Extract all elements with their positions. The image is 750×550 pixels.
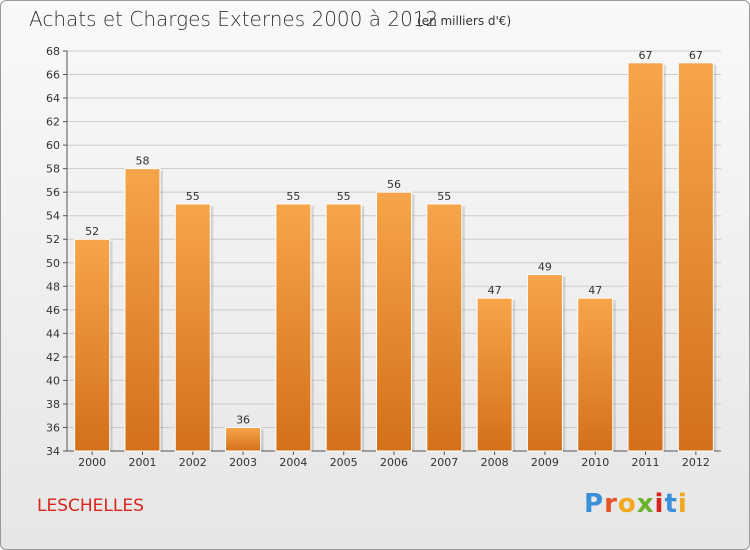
bar: [677, 62, 714, 452]
data-label: 67: [689, 49, 703, 62]
data-label: 49: [538, 261, 552, 274]
data-label: 67: [639, 49, 653, 62]
data-label: 58: [135, 155, 149, 168]
logo-letter: P: [584, 489, 605, 519]
x-tick-label: 2004: [279, 456, 307, 469]
y-tick-label: 54: [46, 210, 60, 223]
bars: [74, 62, 717, 452]
logo-letter: t: [664, 489, 678, 519]
y-tick-label: 58: [46, 163, 60, 176]
x-tick-label: 2010: [581, 456, 609, 469]
bar: [426, 203, 463, 452]
bar: [74, 238, 111, 452]
y-tick-label: 44: [46, 327, 60, 340]
bar: [124, 168, 161, 452]
x-tick-label: 2000: [78, 456, 106, 469]
data-label: 55: [186, 190, 200, 203]
logo-letter: o: [617, 489, 637, 519]
bar: [476, 297, 513, 452]
x-tick-label: 2008: [481, 456, 509, 469]
x-tick-label: 2007: [430, 456, 458, 469]
x-tick-label: 2003: [229, 456, 257, 469]
logo-letter: i: [677, 489, 688, 519]
y-tick-label: 34: [46, 445, 60, 458]
bar: [577, 297, 614, 452]
logo-letter: r: [604, 489, 618, 519]
bar: [627, 62, 664, 452]
bar: [174, 203, 211, 452]
chart-title: Achats et Charges Externes 2000 à 2012: [29, 7, 439, 31]
data-label: 47: [588, 284, 602, 297]
y-tick-label: 46: [46, 304, 60, 317]
x-tick-label: 2006: [380, 456, 408, 469]
bar: [325, 203, 362, 452]
x-tick-label: 2002: [179, 456, 207, 469]
data-label: 52: [85, 225, 99, 238]
bar: [526, 274, 563, 452]
data-label: 36: [236, 413, 250, 426]
x-tick-label: 2001: [128, 456, 156, 469]
y-tick-label: 62: [46, 116, 60, 129]
commune-name: LESCHELLES: [37, 496, 144, 516]
data-label: 55: [286, 190, 300, 203]
data-label: 55: [337, 190, 351, 203]
y-tick-label: 66: [46, 69, 60, 82]
bar: [275, 203, 312, 452]
y-tick-label: 60: [46, 139, 60, 152]
y-tick-label: 40: [46, 374, 60, 387]
labels: 2000 52 2001 58 2002 55 2003 36 2004 55 2005 55 2006…: [78, 49, 710, 469]
y-tick-label: 68: [46, 45, 60, 58]
x-tick-label: 2005: [330, 456, 358, 469]
logo-letter: x: [636, 489, 655, 519]
data-label: 56: [387, 178, 401, 191]
y-tick-label: 56: [46, 186, 60, 199]
bar: [376, 191, 412, 452]
y-tick-label: 36: [46, 421, 60, 434]
y-tick-label: 48: [46, 280, 60, 293]
bar: [225, 426, 262, 452]
y-tick-label: 50: [46, 257, 60, 270]
x-tick-label: 2011: [632, 456, 660, 469]
x-tick-label: 2009: [531, 456, 559, 469]
chart-subtitle: (en milliers d'€): [417, 14, 512, 28]
data-label: 55: [437, 190, 451, 203]
x-tick-label: 2012: [682, 456, 710, 469]
y-tick-label: 52: [46, 233, 60, 246]
y-tick-label: 42: [46, 351, 60, 364]
proxiti-logo[interactable]: Proxiti: [584, 489, 688, 519]
y-tick-label: 38: [46, 398, 60, 411]
y-tick-label: 64: [46, 92, 60, 105]
logo-letter: i: [654, 489, 665, 519]
data-label: 47: [488, 284, 502, 297]
